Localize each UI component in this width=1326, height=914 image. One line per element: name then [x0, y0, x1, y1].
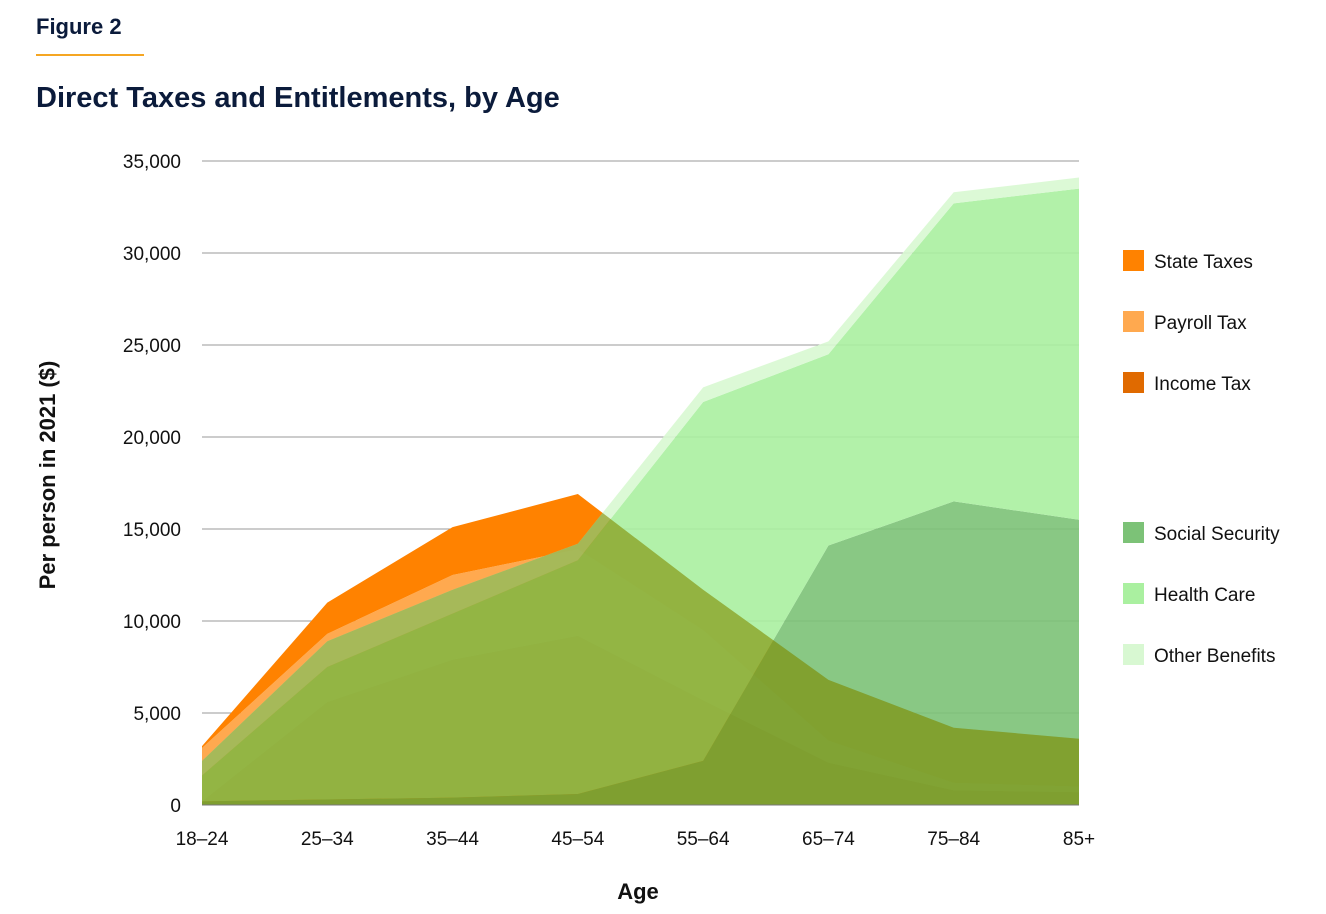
legend-label-other-benefits: Other Benefits [1154, 646, 1275, 667]
legend-swatch-income-tax [1123, 372, 1144, 393]
x-tick-label: 35–44 [426, 829, 479, 850]
x-tick-label: 55–64 [677, 829, 730, 850]
legend-swatch-health-care [1123, 583, 1144, 604]
figure-label: Figure 2 [36, 14, 122, 39]
y-tick-label: 0 [170, 796, 181, 817]
chart-title: Direct Taxes and Entitlements, by Age [36, 82, 560, 114]
figure-label-underline [36, 54, 144, 56]
y-tick-label: 10,000 [123, 612, 181, 633]
y-tick-label: 15,000 [123, 520, 181, 541]
x-tick-label: 18–24 [176, 829, 229, 850]
y-tick-label: 5,000 [133, 704, 181, 725]
legend-label-health-care: Health Care [1154, 585, 1255, 606]
legend-swatch-state-taxes [1123, 250, 1144, 271]
x-tick-label: 85+ [1063, 829, 1095, 850]
legend-label-state-taxes: State Taxes [1154, 252, 1253, 273]
x-tick-label: 75–84 [927, 829, 980, 850]
legend-swatch-social-security [1123, 522, 1144, 543]
y-tick-label: 20,000 [123, 428, 181, 449]
area-layer [202, 177, 1079, 805]
x-axis-title: Age [617, 879, 659, 904]
y-axis-title: Per person in 2021 ($) [35, 361, 60, 590]
y-tick-label: 25,000 [123, 336, 181, 357]
y-tick-label: 35,000 [123, 152, 181, 173]
x-tick-label: 45–54 [551, 829, 604, 850]
y-tick-label: 30,000 [123, 244, 181, 265]
legend-label-payroll-tax: Payroll Tax [1154, 313, 1247, 334]
legend-swatch-payroll-tax [1123, 311, 1144, 332]
axes: 0 5,000 10,000 15,000 20,000 25,000 30,000 35,0… [35, 152, 1095, 904]
x-tick-label: 65–74 [802, 829, 855, 850]
legend-swatch-other-benefits [1123, 644, 1144, 665]
legend-label-income-tax: Income Tax [1154, 374, 1251, 395]
legend: State Taxes Payroll Tax Income Tax Social S… [1123, 250, 1280, 667]
x-tick-label: 25–34 [301, 829, 354, 850]
legend-label-social-security: Social Security [1154, 524, 1280, 545]
